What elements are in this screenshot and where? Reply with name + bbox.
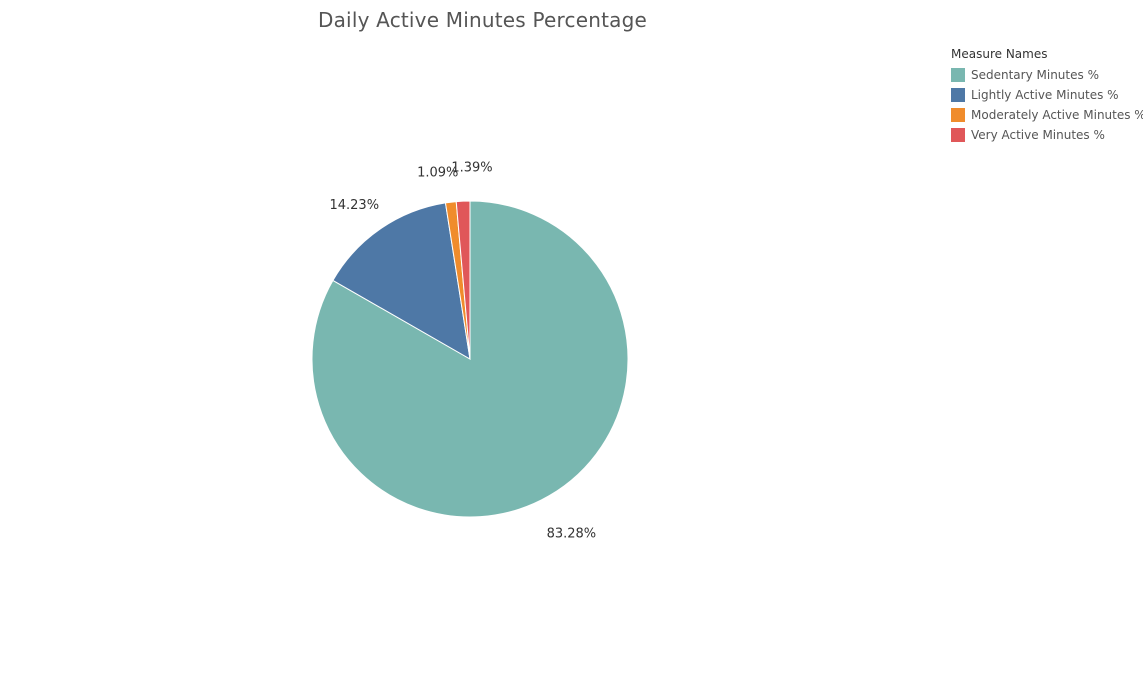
legend-item-very-active[interactable]: Very Active Minutes %: [951, 125, 1143, 145]
slice-label-sedentary: 83.28%: [547, 527, 597, 542]
legend-item-lightly-active[interactable]: Lightly Active Minutes %: [951, 85, 1143, 105]
legend-swatch: [951, 128, 965, 142]
legend: Measure Names Sedentary Minutes % Lightl…: [951, 47, 1143, 145]
legend-item-moderately-active[interactable]: Moderately Active Minutes %: [951, 105, 1143, 125]
legend-swatch: [951, 88, 965, 102]
chart-title: Daily Active Minutes Percentage: [318, 8, 647, 32]
legend-label: Lightly Active Minutes %: [971, 88, 1119, 102]
pie-slice-sedentary[interactable]: [311, 200, 629, 518]
legend-swatch: [951, 108, 965, 122]
slice-label-moderately-active: 1.09%: [417, 166, 458, 181]
legend-title: Measure Names: [951, 47, 1048, 61]
pie-slice-lightly-active[interactable]: [332, 202, 471, 360]
slice-label-lightly-active: 14.23%: [329, 198, 379, 213]
legend-label: Very Active Minutes %: [971, 128, 1105, 142]
pie-slice-very-active[interactable]: [455, 200, 471, 360]
slice-label-very-active: 1.39%: [451, 160, 492, 175]
legend-label: Moderately Active Minutes %: [971, 108, 1143, 122]
legend-label: Sedentary Minutes %: [971, 68, 1099, 82]
legend-item-sedentary[interactable]: Sedentary Minutes %: [951, 65, 1143, 85]
legend-swatch: [951, 68, 965, 82]
